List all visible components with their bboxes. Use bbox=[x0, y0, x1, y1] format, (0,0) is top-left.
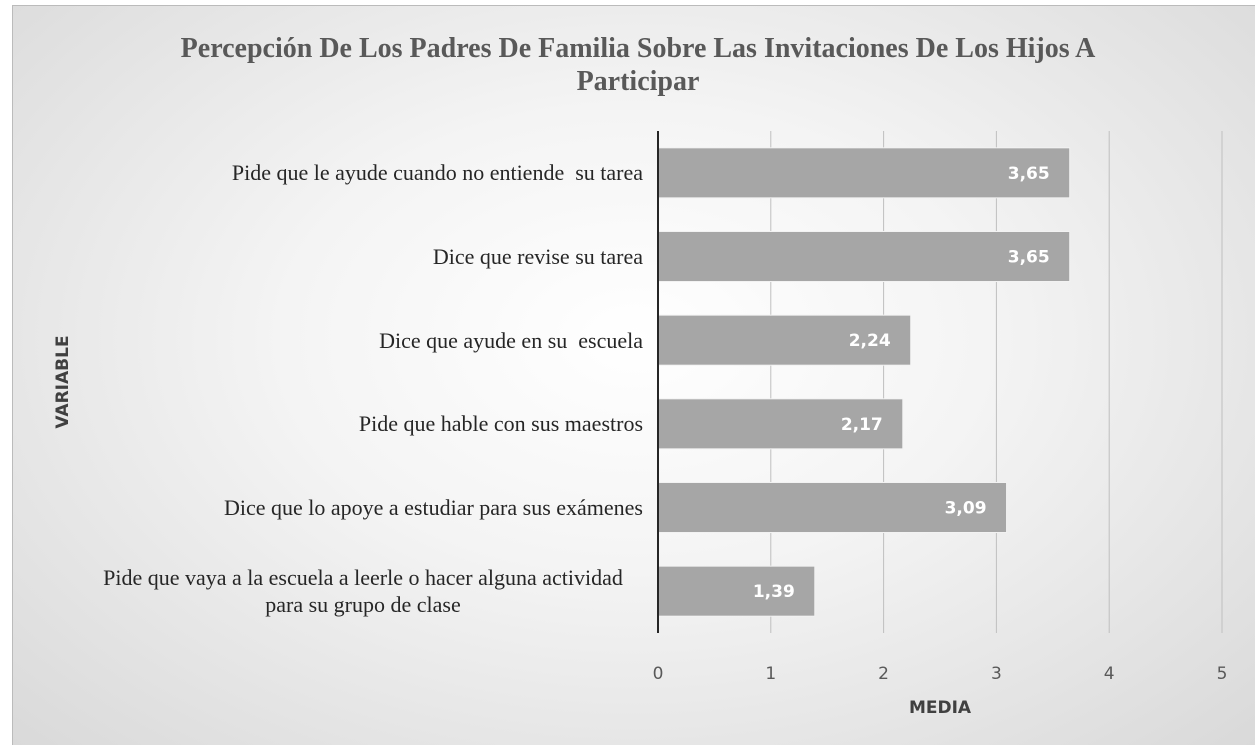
chart: 0 1 2 3 4 5 3,65 3,65 2,24 2,17 3,09 1,39 MEDIA VARIA… bbox=[12, 5, 1255, 745]
x-tick-label: 0 bbox=[653, 664, 664, 684]
bar bbox=[657, 565, 816, 617]
y-tick-label: Pide que le ayude cuando no entiende su … bbox=[73, 131, 643, 215]
value-label: 3,65 bbox=[1008, 248, 1050, 268]
y-tick-label: Dice que ayude en su escuela bbox=[73, 298, 643, 382]
value-label: 2,24 bbox=[849, 331, 891, 351]
y-tick-label: Dice que lo apoye a estudiar para sus ex… bbox=[73, 466, 643, 550]
bar bbox=[657, 398, 904, 450]
category-text: Dice que ayude en su escuela bbox=[379, 327, 643, 353]
category-text: Dice que lo apoye a estudiar para sus ex… bbox=[223, 495, 643, 520]
x-tick-label: 3 bbox=[991, 664, 1002, 684]
bar bbox=[657, 482, 1008, 533]
bar bbox=[657, 314, 912, 366]
value-label: 2,17 bbox=[841, 415, 883, 435]
category-text: Pide que hable con sus maestros bbox=[358, 411, 643, 437]
category-text: Dice que revise su tarea bbox=[432, 244, 643, 269]
value-label: 1,39 bbox=[753, 582, 795, 602]
x-tick-label: 4 bbox=[1104, 664, 1115, 684]
category-text: Pide que vaya a la escuela a leerle o ha… bbox=[103, 565, 629, 618]
x-tick-label: 1 bbox=[765, 664, 776, 684]
bar bbox=[657, 231, 1071, 282]
x-tick-label: 5 bbox=[1217, 664, 1228, 684]
y-axis-label: VARIABLE bbox=[53, 335, 73, 428]
chart-title: Percepción De Los Padres De Familia Sobr… bbox=[180, 33, 1096, 97]
x-tick-label: 2 bbox=[878, 664, 889, 684]
category-text: Pide que le ayude cuando no entiende su … bbox=[231, 160, 643, 186]
y-tick-label: Pide que vaya a la escuela a leerle o ha… bbox=[73, 549, 643, 633]
plot: 0 1 2 3 4 5 3,65 3,65 2,24 2,17 3,09 1,39 MEDIA VARIA… bbox=[53, 131, 1228, 718]
y-tick-label: Dice que revise su tarea bbox=[73, 215, 643, 299]
x-axis-label: MEDIA bbox=[909, 698, 972, 718]
value-label: 3,09 bbox=[945, 499, 987, 519]
y-tick-label: Pide que hable con sus maestros bbox=[73, 382, 643, 466]
value-label: 3,65 bbox=[1008, 164, 1050, 184]
